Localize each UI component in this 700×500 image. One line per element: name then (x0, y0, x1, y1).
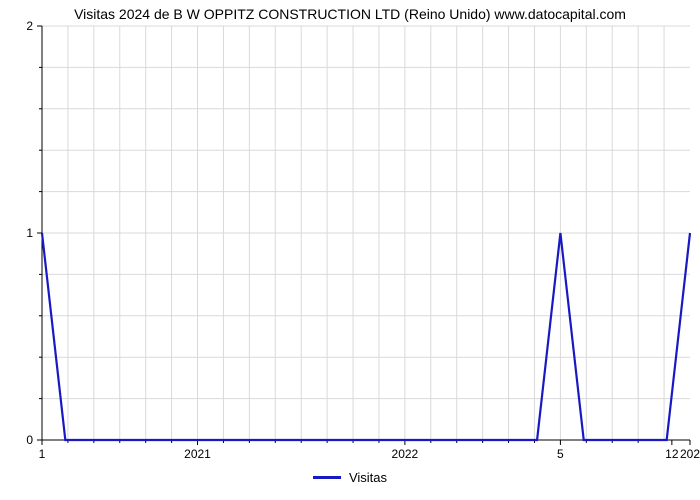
line-chart (0, 0, 700, 500)
legend: Visitas (0, 467, 700, 485)
x-tick-label: 202 (680, 447, 700, 461)
legend-line (313, 476, 341, 479)
legend-item-visitas: Visitas (313, 470, 387, 485)
x-tick-label: 2022 (392, 447, 419, 461)
x-tick-label: 2021 (184, 447, 211, 461)
y-tick-label: 2 (26, 19, 33, 33)
x-tick-label: 12 (665, 447, 678, 461)
x-tick-label: 5 (557, 447, 564, 461)
chart-container: Visitas 2024 de B W OPPITZ CONSTRUCTION … (0, 0, 700, 500)
x-tick-label: 1 (39, 447, 46, 461)
y-tick-label: 0 (26, 433, 33, 447)
legend-label: Visitas (349, 470, 387, 485)
chart-title: Visitas 2024 de B W OPPITZ CONSTRUCTION … (0, 6, 700, 22)
y-tick-label: 1 (26, 226, 33, 240)
